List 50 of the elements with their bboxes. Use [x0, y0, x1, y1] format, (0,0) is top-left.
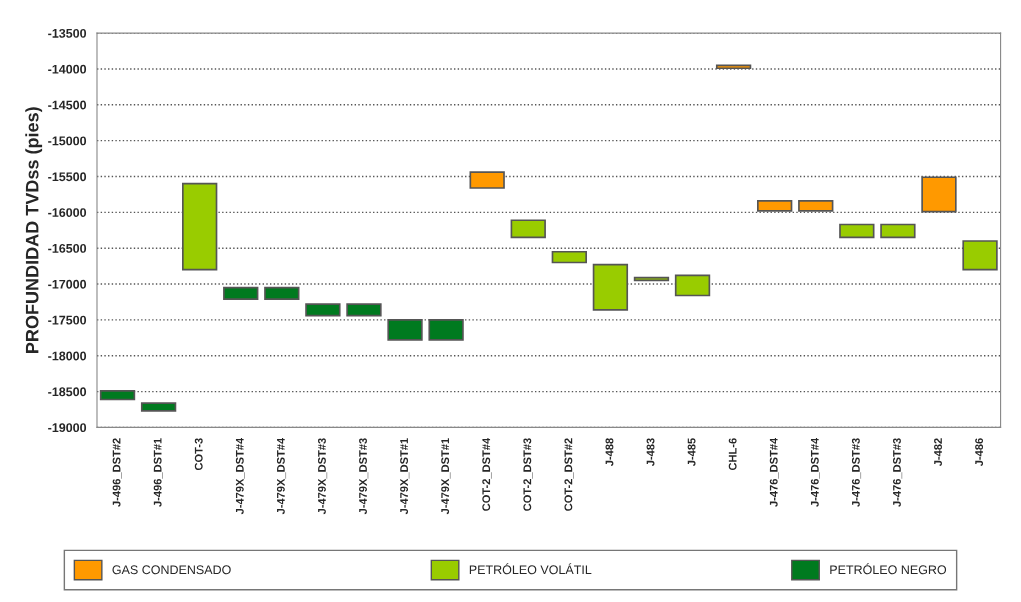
bar	[510, 219, 546, 239]
y-tick-label: -19000	[48, 423, 87, 433]
x-tick-label: J-479X_DST#4	[235, 437, 245, 515]
x-tick-label: COT-2_DST#4	[482, 437, 492, 511]
bar	[140, 402, 177, 412]
bar	[551, 250, 587, 264]
x-tick-label: J-476_DST#3	[851, 438, 862, 507]
x-tick-label: J-476_DST#4	[769, 437, 779, 507]
bar	[839, 223, 875, 239]
bar	[99, 390, 136, 401]
y-tick-label: -17500	[48, 315, 87, 325]
x-tick-label: J-479X_DST#4	[276, 437, 287, 515]
x-tick-label: J-496_DST#2	[112, 438, 122, 507]
x-tick-label: J-476_DST#3	[893, 438, 903, 507]
y-tick-label: -15000	[48, 136, 87, 146]
x-tick-label: J-479X_DST#1	[400, 438, 410, 515]
x-tick-label: COT-3	[194, 438, 203, 471]
bar	[264, 286, 300, 300]
bar	[223, 286, 259, 300]
y-tick-label: -18500	[48, 387, 87, 397]
x-tick-label: J-483	[646, 438, 655, 467]
y-tick-label: -13500	[48, 28, 87, 38]
legend-label: PETRÓLEO NEGRO	[830, 563, 947, 575]
y-tick-label: -14000	[48, 64, 87, 74]
x-tick-label: J-479X_DST#3	[359, 438, 369, 515]
x-tick-label: J-479X_DST#1	[441, 438, 451, 515]
bar	[346, 303, 382, 317]
x-tick-label: COT-2_DST#3	[523, 438, 533, 511]
x-tick-label: J-485	[687, 438, 696, 467]
x-tick-label: J-488	[605, 438, 614, 467]
y-tick-label: -18000	[48, 351, 87, 361]
bar	[305, 303, 341, 317]
x-tick-label: J-479X_DST#3	[318, 438, 328, 515]
x-tick-label: CHL-6	[728, 438, 737, 471]
x-tick-label: J-496_DST#1	[153, 438, 163, 507]
legend-label: GAS CONDENSADO	[112, 565, 231, 575]
y-tick-label: -15500	[48, 172, 87, 182]
bar	[880, 223, 916, 239]
x-tick-label: J-486	[975, 438, 984, 467]
legend-label: PETRÓLEO VOLÁTIL	[469, 563, 592, 575]
y-axis-title: PROFUNDIDAD TVDss (pies)	[25, 107, 43, 353]
x-tick-label: COT-2_DST#2	[564, 438, 574, 511]
y-tick-label: -17000	[48, 279, 87, 289]
x-tick-label: J-482	[934, 438, 942, 467]
y-tick-label: -16500	[48, 243, 87, 253]
x-tick-label: J-476_DST#4	[810, 437, 820, 507]
bar	[674, 274, 711, 297]
y-tick-label: -16000	[48, 208, 87, 217]
bar	[387, 319, 423, 341]
y-tick-label: -14500	[48, 100, 87, 110]
